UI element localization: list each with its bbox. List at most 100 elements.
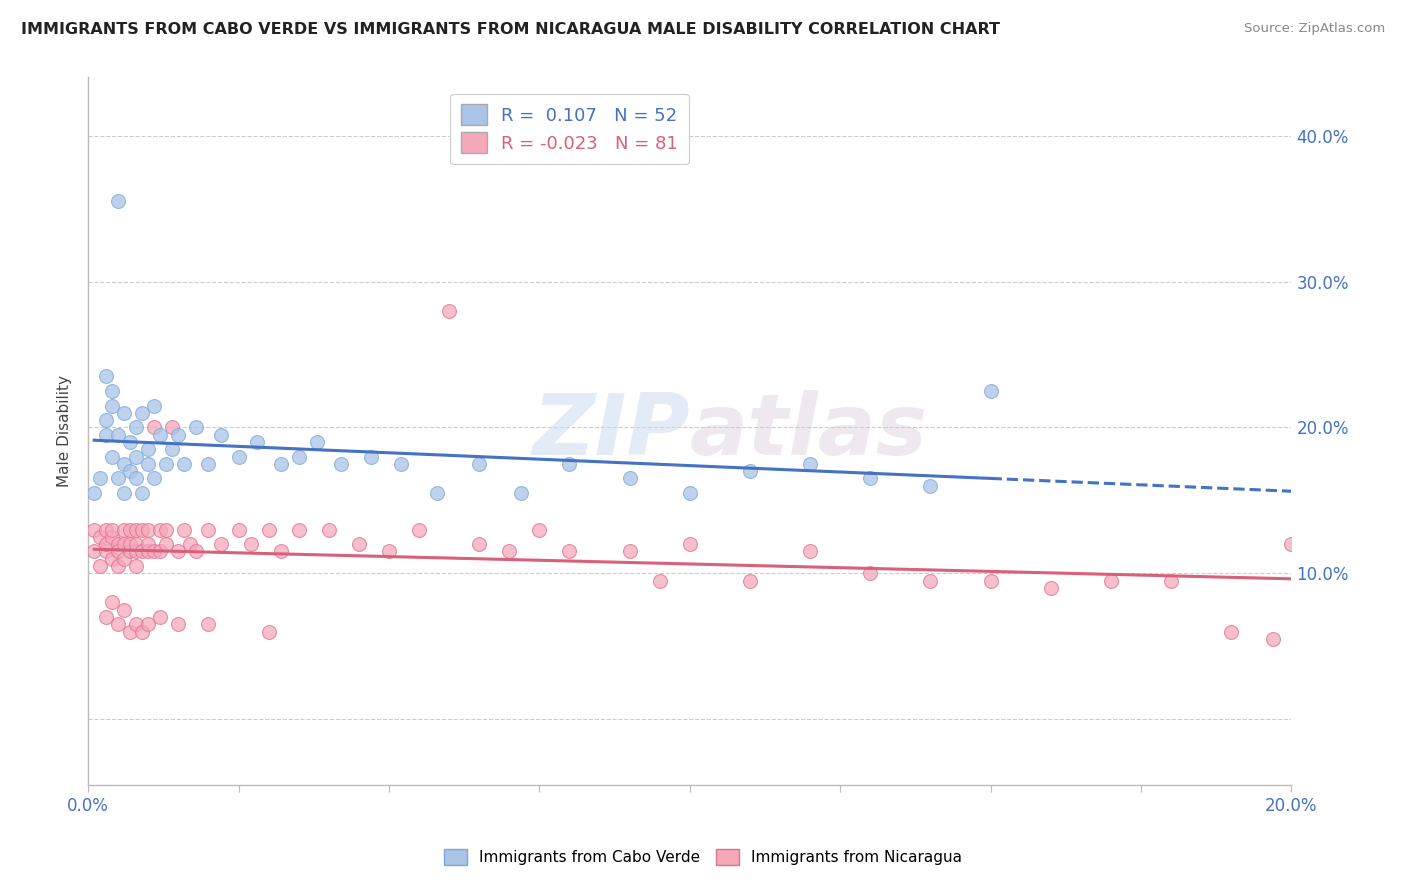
Point bbox=[209, 427, 232, 442]
Point bbox=[107, 194, 129, 209]
Point bbox=[120, 537, 142, 551]
Point bbox=[131, 486, 153, 500]
Point bbox=[378, 544, 401, 558]
Point bbox=[136, 523, 159, 537]
Point bbox=[136, 442, 159, 457]
Point bbox=[738, 464, 761, 478]
Point bbox=[149, 544, 172, 558]
Point bbox=[173, 523, 195, 537]
Point bbox=[143, 544, 166, 558]
Point bbox=[318, 523, 340, 537]
Point bbox=[859, 566, 882, 581]
Point bbox=[167, 617, 190, 632]
Point bbox=[799, 544, 821, 558]
Point bbox=[859, 471, 882, 485]
Point bbox=[287, 450, 309, 464]
Point bbox=[89, 471, 111, 485]
Point bbox=[125, 537, 148, 551]
Point bbox=[125, 617, 148, 632]
Point bbox=[980, 574, 1002, 588]
Point bbox=[558, 544, 581, 558]
Point bbox=[1220, 624, 1243, 639]
Point bbox=[107, 617, 129, 632]
Point bbox=[408, 523, 430, 537]
Point bbox=[246, 435, 269, 450]
Point bbox=[228, 450, 250, 464]
Point bbox=[239, 537, 262, 551]
Point bbox=[270, 544, 292, 558]
Point bbox=[101, 523, 124, 537]
Point bbox=[101, 530, 124, 544]
Text: Source: ZipAtlas.com: Source: ZipAtlas.com bbox=[1244, 22, 1385, 36]
Point bbox=[112, 551, 135, 566]
Point bbox=[136, 457, 159, 471]
Point bbox=[186, 544, 208, 558]
Point bbox=[112, 457, 135, 471]
Point bbox=[101, 399, 124, 413]
Point bbox=[143, 420, 166, 434]
Point bbox=[131, 406, 153, 420]
Point bbox=[125, 471, 148, 485]
Point bbox=[679, 486, 702, 500]
Point bbox=[149, 427, 172, 442]
Point bbox=[437, 303, 460, 318]
Point bbox=[1160, 574, 1182, 588]
Point bbox=[426, 486, 449, 500]
Point bbox=[270, 457, 292, 471]
Point bbox=[101, 595, 124, 609]
Point bbox=[96, 523, 118, 537]
Point bbox=[799, 457, 821, 471]
Legend: R =  0.107   N = 52, R = -0.023   N = 81: R = 0.107 N = 52, R = -0.023 N = 81 bbox=[450, 94, 689, 164]
Point bbox=[468, 537, 491, 551]
Point bbox=[83, 523, 105, 537]
Text: ZIP: ZIP bbox=[533, 390, 690, 473]
Point bbox=[1263, 632, 1285, 646]
Point bbox=[125, 450, 148, 464]
Point bbox=[107, 559, 129, 574]
Point bbox=[112, 603, 135, 617]
Point bbox=[120, 464, 142, 478]
Point bbox=[83, 486, 105, 500]
Point bbox=[107, 537, 129, 551]
Point bbox=[155, 457, 177, 471]
Point bbox=[131, 523, 153, 537]
Point bbox=[107, 427, 129, 442]
Point bbox=[112, 486, 135, 500]
Point bbox=[136, 537, 159, 551]
Point bbox=[89, 530, 111, 544]
Point bbox=[101, 450, 124, 464]
Point bbox=[125, 544, 148, 558]
Point bbox=[96, 537, 118, 551]
Point bbox=[107, 544, 129, 558]
Point bbox=[89, 559, 111, 574]
Point bbox=[179, 537, 201, 551]
Point bbox=[112, 537, 135, 551]
Point bbox=[197, 457, 219, 471]
Point bbox=[96, 413, 118, 427]
Point bbox=[149, 610, 172, 624]
Point bbox=[558, 457, 581, 471]
Point bbox=[131, 544, 153, 558]
Point bbox=[107, 471, 129, 485]
Point bbox=[738, 574, 761, 588]
Text: IMMIGRANTS FROM CABO VERDE VS IMMIGRANTS FROM NICARAGUA MALE DISABILITY CORRELAT: IMMIGRANTS FROM CABO VERDE VS IMMIGRANTS… bbox=[21, 22, 1000, 37]
Point bbox=[96, 427, 118, 442]
Point bbox=[96, 544, 118, 558]
Point bbox=[96, 369, 118, 384]
Point bbox=[1281, 537, 1303, 551]
Point bbox=[83, 544, 105, 558]
Point bbox=[257, 523, 280, 537]
Point bbox=[101, 551, 124, 566]
Point bbox=[167, 427, 190, 442]
Point bbox=[197, 617, 219, 632]
Y-axis label: Male Disability: Male Disability bbox=[58, 376, 72, 487]
Text: atlas: atlas bbox=[690, 390, 928, 473]
Point bbox=[498, 544, 520, 558]
Point bbox=[679, 537, 702, 551]
Point bbox=[1039, 581, 1062, 595]
Point bbox=[360, 450, 382, 464]
Point bbox=[186, 420, 208, 434]
Point bbox=[468, 457, 491, 471]
Point bbox=[305, 435, 328, 450]
Point bbox=[920, 574, 942, 588]
